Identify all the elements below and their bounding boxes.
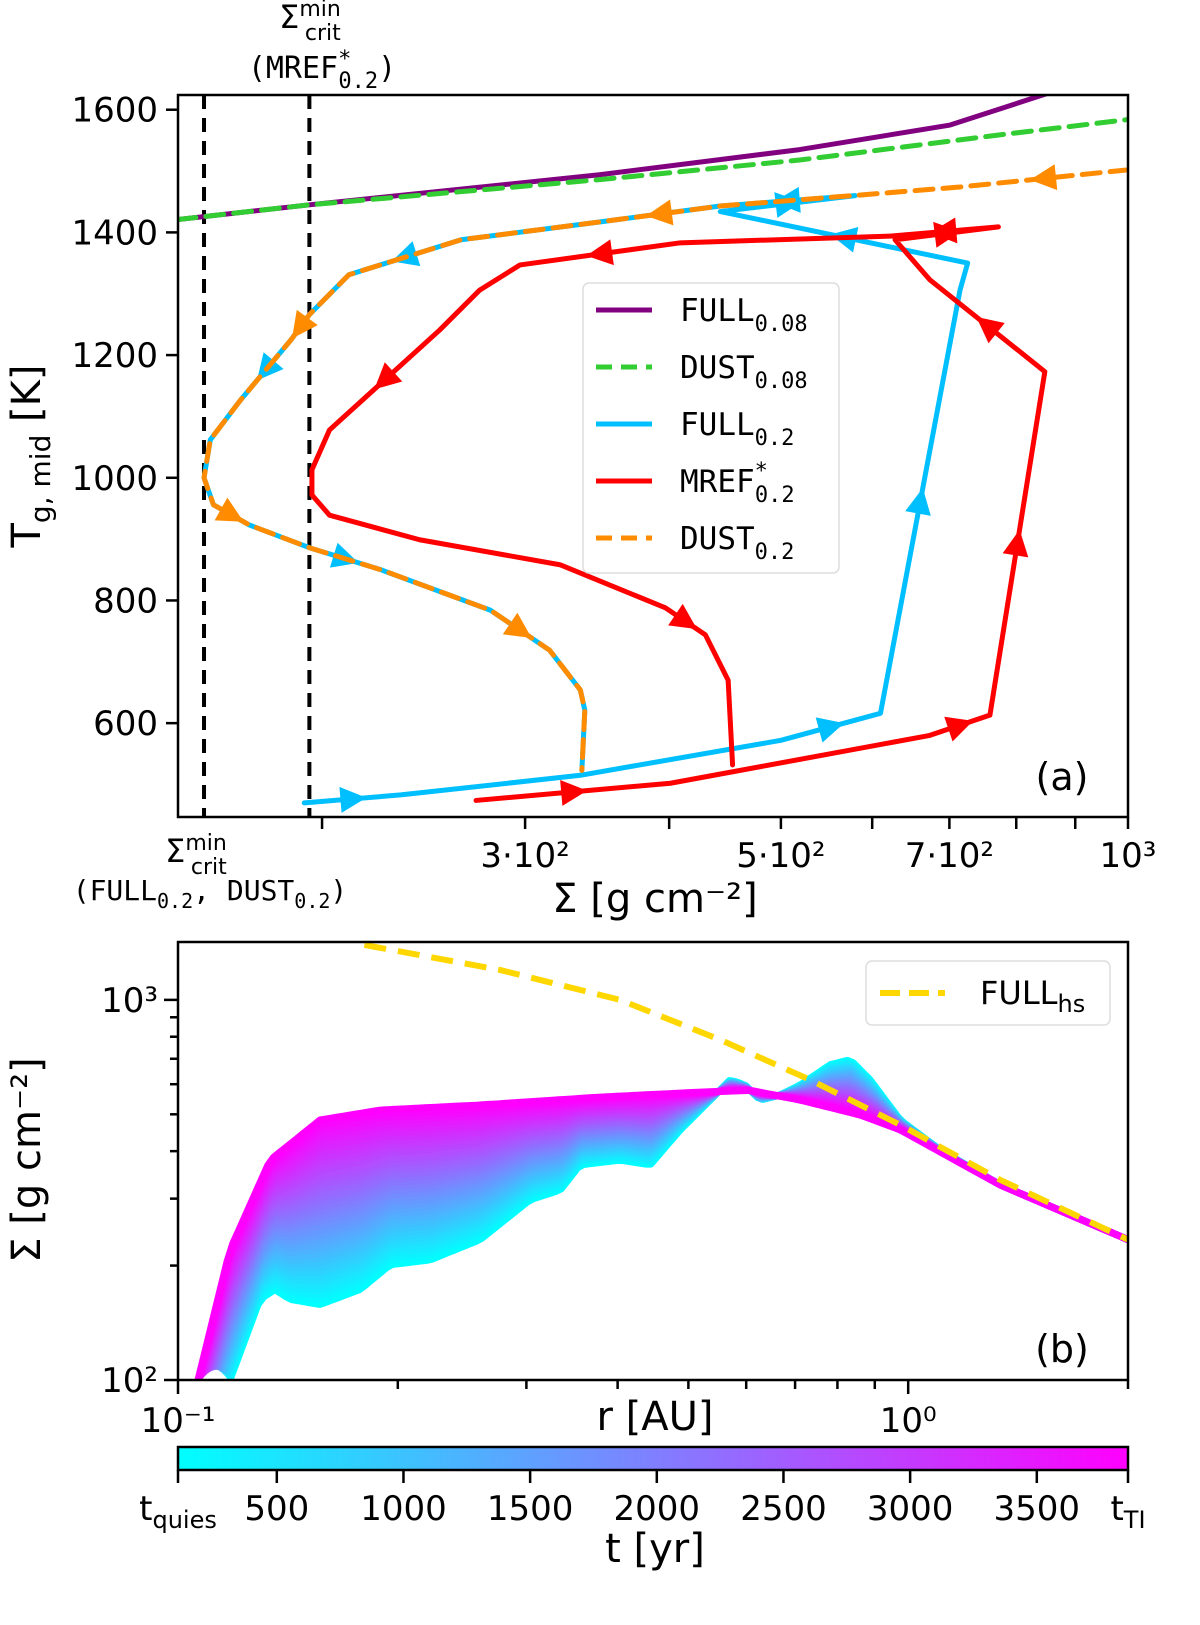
legend-frame: [865, 960, 1111, 1026]
y-tick-label: 1400: [71, 213, 158, 253]
panel-a-label: (a): [1036, 755, 1089, 799]
panel-a-legend: FULL0.08 DUST0.08 FULL0.2 MREF* 0.2 DUST0.2: [582, 282, 840, 574]
legend-label: FULL0.2: [680, 407, 794, 451]
panel-b-legend: FULLhs: [865, 960, 1111, 1026]
panel-a: 3·10² 5·10² 7·10² 10³ 600 800 1000 1200 1400 1600…: [4, 0, 1156, 922]
y-tick-label: 1600: [71, 91, 158, 131]
legend-label: DUST0.2: [680, 521, 794, 565]
sigma-crit-mref-label: Σmin crit: [279, 0, 341, 46]
direction-arrow: [560, 779, 588, 806]
legend-label: MREF* 0.2: [680, 459, 795, 508]
x-tick-label: 10⁻¹: [141, 1401, 216, 1441]
panel-a-ticks: 3·10² 5·10² 7·10² 10³ 600 800 1000 1200 1400 1600: [71, 91, 1156, 876]
y-tick-label: 10³: [101, 981, 158, 1021]
direction-arrow: [645, 199, 674, 226]
panel-b-ticks: 10⁻¹ 10⁰ 10² 10³: [101, 981, 1130, 1441]
sigma-crit-full-dust-paren: (FULL0.2, DUST0.2): [73, 874, 348, 913]
x-tick-label: 10³: [1100, 836, 1157, 876]
direction-arrow: [930, 217, 958, 244]
x-tick-label: 3·10²: [480, 836, 569, 876]
colorbar-tick-label: 500: [244, 1489, 309, 1529]
direction-arrow: [815, 717, 845, 743]
colorbar-tick-label: 3500: [994, 1489, 1081, 1529]
direction-arrow: [291, 309, 318, 339]
panel-b-series: [194, 942, 1128, 1380]
series-line-full-hs: [363, 942, 1128, 1243]
legend-label-full-hs: FULLhs: [980, 974, 1085, 1018]
direction-arrow: [668, 603, 697, 630]
colorbar: 500 1000 1500 2000 2500 3000 3500 tquies tTI t…: [139, 1445, 1146, 1572]
direction-arrow: [586, 239, 614, 266]
series-line-mref-0.2: [309, 224, 1048, 803]
direction-arrow: [214, 497, 244, 522]
sigma-crit-full-dust-label: Σmin crit: [165, 831, 227, 880]
colorbar-tick-label: 3000: [867, 1489, 954, 1529]
colorbar-end-label: tTI: [1110, 1489, 1145, 1534]
panel-a-xlabel: Σ [g cm⁻²]: [552, 876, 757, 922]
colorbar-start-label: tquies: [139, 1489, 217, 1534]
direction-arrow: [944, 716, 974, 742]
panel-b-xlabel: r [AU]: [596, 1394, 713, 1440]
direction-arrow: [976, 316, 1005, 344]
colorbar-tick-label: 2500: [740, 1489, 827, 1529]
colorbar-gradient: [176, 1445, 1130, 1472]
direction-arrow: [374, 362, 403, 390]
y-tick-label: 800: [93, 581, 158, 621]
direction-arrow: [1030, 164, 1058, 191]
panel-a-ylabel: Tg, mid [K]: [4, 365, 57, 549]
direction-arrow: [502, 612, 532, 639]
panel-b-ylabel: Σ [g cm⁻²]: [4, 1057, 50, 1262]
x-tick-label: 5·10²: [736, 836, 825, 876]
panel-b: 10⁻¹ 10⁰ 10² 10³ (b) r [AU] Σ [g cm⁻²] FULL…: [4, 940, 1130, 1441]
panel-b-label: (b): [1035, 1327, 1089, 1371]
colorbar-tick-label: 2000: [614, 1489, 701, 1529]
sigma-crit-mref-paren: (MREF* 0.2): [248, 47, 396, 94]
direction-arrow: [1002, 529, 1029, 558]
y-tick-label: 1200: [71, 336, 158, 376]
direction-arrow: [339, 786, 367, 813]
panel-a-frame: [176, 93, 1130, 819]
x-tick-label: 7·10²: [905, 836, 994, 876]
y-tick-label: 1000: [71, 459, 158, 499]
colorbar-tick-label: 1000: [360, 1489, 447, 1529]
panel-a-series: [178, 95, 1128, 817]
legend-label: FULL0.08: [680, 293, 808, 337]
surface-density-profile: [194, 1086, 1128, 1380]
colorbar-tick-label: 1500: [487, 1489, 574, 1529]
y-tick-label: 10²: [101, 1361, 158, 1401]
series-line-dust-0.08: [178, 117, 1128, 223]
y-tick-label: 600: [93, 704, 158, 744]
legend-label: DUST0.08: [680, 350, 808, 394]
panel-b-frame: [176, 940, 1130, 1382]
x-tick-label: 10⁰: [880, 1401, 937, 1441]
direction-arrow: [905, 487, 931, 516]
legend-frame: [582, 282, 840, 574]
colorbar-label: t [yr]: [605, 1526, 705, 1572]
